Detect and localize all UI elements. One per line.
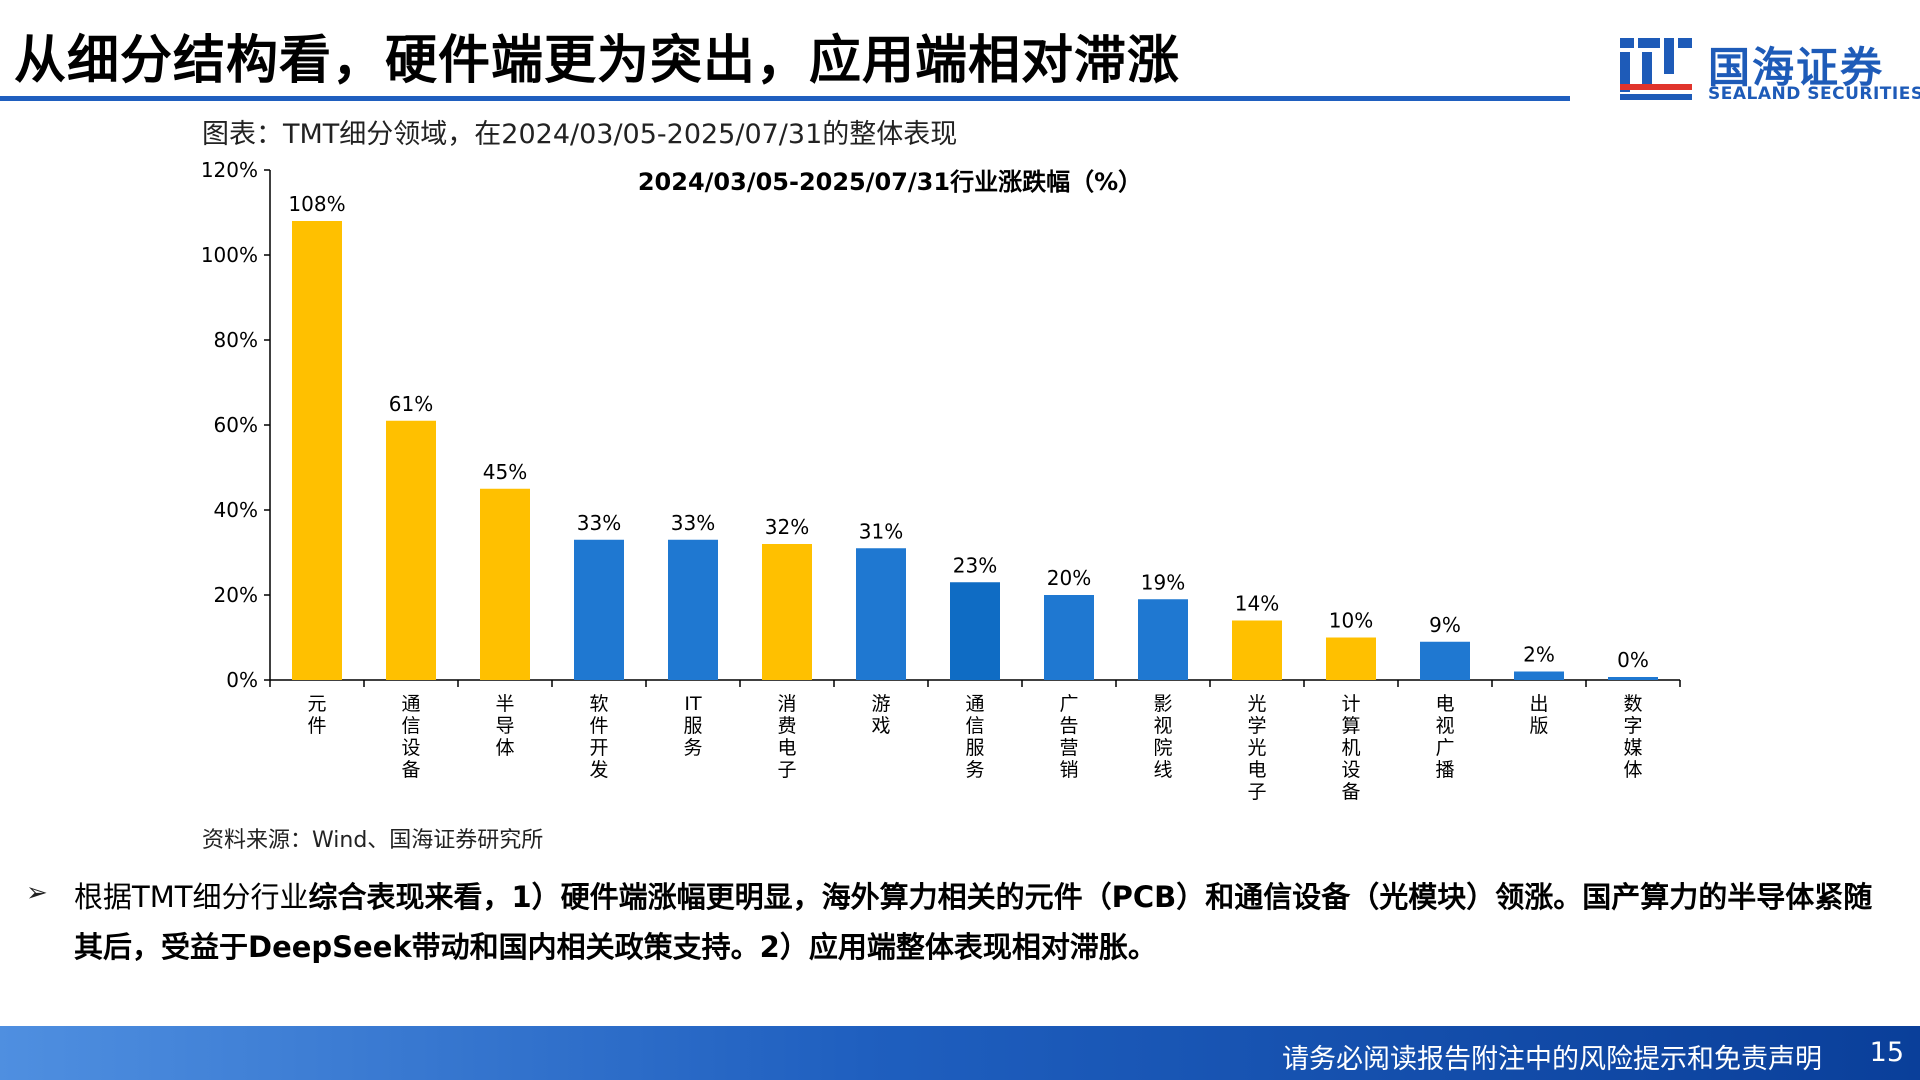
data-label-8: 20% <box>1047 566 1091 590</box>
bullet-text-bold: 综合表现来看，1）硬件端涨幅更明显，海外算力相关的元件（PCB）和通信设备（光模… <box>74 880 1873 964</box>
category-label-0: 元件 <box>307 693 326 737</box>
y-tick-label: 80% <box>214 328 258 352</box>
bar-9 <box>1138 599 1188 680</box>
y-tick-label: 0% <box>226 668 258 692</box>
category-label-14: 数字媒体 <box>1623 693 1642 781</box>
category-label-10: 光学光电子 <box>1247 693 1266 803</box>
category-label-3: 软件开发 <box>589 693 608 781</box>
bar-10 <box>1232 620 1282 680</box>
bar-14 <box>1608 677 1658 680</box>
page-title: 从细分结构看，硬件端更为突出，应用端相对滞涨 <box>14 31 1181 91</box>
sealand-logo-icon <box>1620 38 1692 100</box>
bar-11 <box>1326 637 1376 680</box>
chart-title: 2024/03/05-2025/07/31行业涨跌幅（%） <box>638 168 1142 196</box>
bullet-text-regular: 根据TMT细分行业 <box>74 880 309 914</box>
data-label-10: 14% <box>1235 592 1279 616</box>
category-label-8: 广告营销 <box>1059 693 1078 781</box>
page-number: 15 <box>1869 1037 1904 1068</box>
bar-chart: 2024/03/05-2025/07/31行业涨跌幅（%） 0% 20% 40% 60%… <box>190 152 1690 812</box>
data-label-9: 19% <box>1141 570 1185 594</box>
title-underline <box>0 96 1570 101</box>
data-label-1: 61% <box>389 392 433 416</box>
y-tick-label: 40% <box>214 498 258 522</box>
bar-4 <box>668 539 718 680</box>
logo-name-en: SEALAND SECURITIES <box>1708 84 1920 104</box>
data-label-13: 2% <box>1523 643 1555 667</box>
category-label-1: 通信设备 <box>401 693 420 781</box>
bar-1 <box>386 420 436 680</box>
category-label-11: 计算机设备 <box>1341 693 1360 803</box>
category-label-12: 电视广播 <box>1435 693 1454 781</box>
bar-6 <box>856 548 906 680</box>
bar-0 <box>292 221 342 680</box>
y-tick-label: 100% <box>201 243 258 267</box>
category-label-13: 出版 <box>1529 693 1548 737</box>
bar-8 <box>1044 595 1094 680</box>
category-label-4: IT 服务 <box>683 693 702 759</box>
bar-12 <box>1420 641 1470 680</box>
data-label-4: 33% <box>671 511 715 535</box>
category-label-7: 通信服务 <box>965 693 984 781</box>
logo-name-cn: 国海证券 <box>1708 43 1885 92</box>
data-label-7: 23% <box>953 553 997 577</box>
footer-disclaimer: 请务必阅读报告附注中的风险提示和免责声明 <box>1282 1044 1822 1075</box>
bar-3 <box>574 539 624 680</box>
data-label-5: 32% <box>765 515 809 539</box>
data-label-11: 10% <box>1329 609 1373 633</box>
figure-source: 资料来源：Wind、国海证券研究所 <box>202 828 544 853</box>
bar-5 <box>762 544 812 680</box>
data-label-0: 108% <box>288 192 345 216</box>
arrow-bullet-icon: ➢ <box>26 878 48 908</box>
category-label-5: 消费电子 <box>777 693 796 781</box>
chart-canvas: 2024/03/05-2025/07/31行业涨跌幅（%） 0% 20% 40% 60%… <box>201 158 1681 803</box>
figure-caption: 图表：TMT细分领域，在2024/03/05-2025/07/31的整体表现 <box>202 119 958 150</box>
company-logo: 国海证券 SEALAND SECURITIES <box>1612 32 1920 112</box>
data-label-14: 0% <box>1617 648 1649 672</box>
y-tick-label: 120% <box>201 158 258 182</box>
bar-7 <box>950 582 1000 680</box>
data-label-3: 33% <box>577 511 621 535</box>
data-label-2: 45% <box>483 460 527 484</box>
bar-2 <box>480 488 530 680</box>
footer-bar: 请务必阅读报告附注中的风险提示和免责声明 15 <box>0 1026 1920 1080</box>
bullet-text: 根据TMT细分行业综合表现来看，1）硬件端涨幅更明显，海外算力相关的元件（PCB… <box>74 872 1894 972</box>
category-label-2: 半导体 <box>495 693 514 759</box>
y-tick-label: 60% <box>214 413 258 437</box>
bar-13 <box>1514 671 1564 680</box>
category-label-6: 游戏 <box>871 693 890 737</box>
data-label-12: 9% <box>1429 613 1461 637</box>
data-label-6: 31% <box>859 519 903 543</box>
y-tick-label: 20% <box>214 583 258 607</box>
category-label-9: 影视院线 <box>1153 693 1172 781</box>
